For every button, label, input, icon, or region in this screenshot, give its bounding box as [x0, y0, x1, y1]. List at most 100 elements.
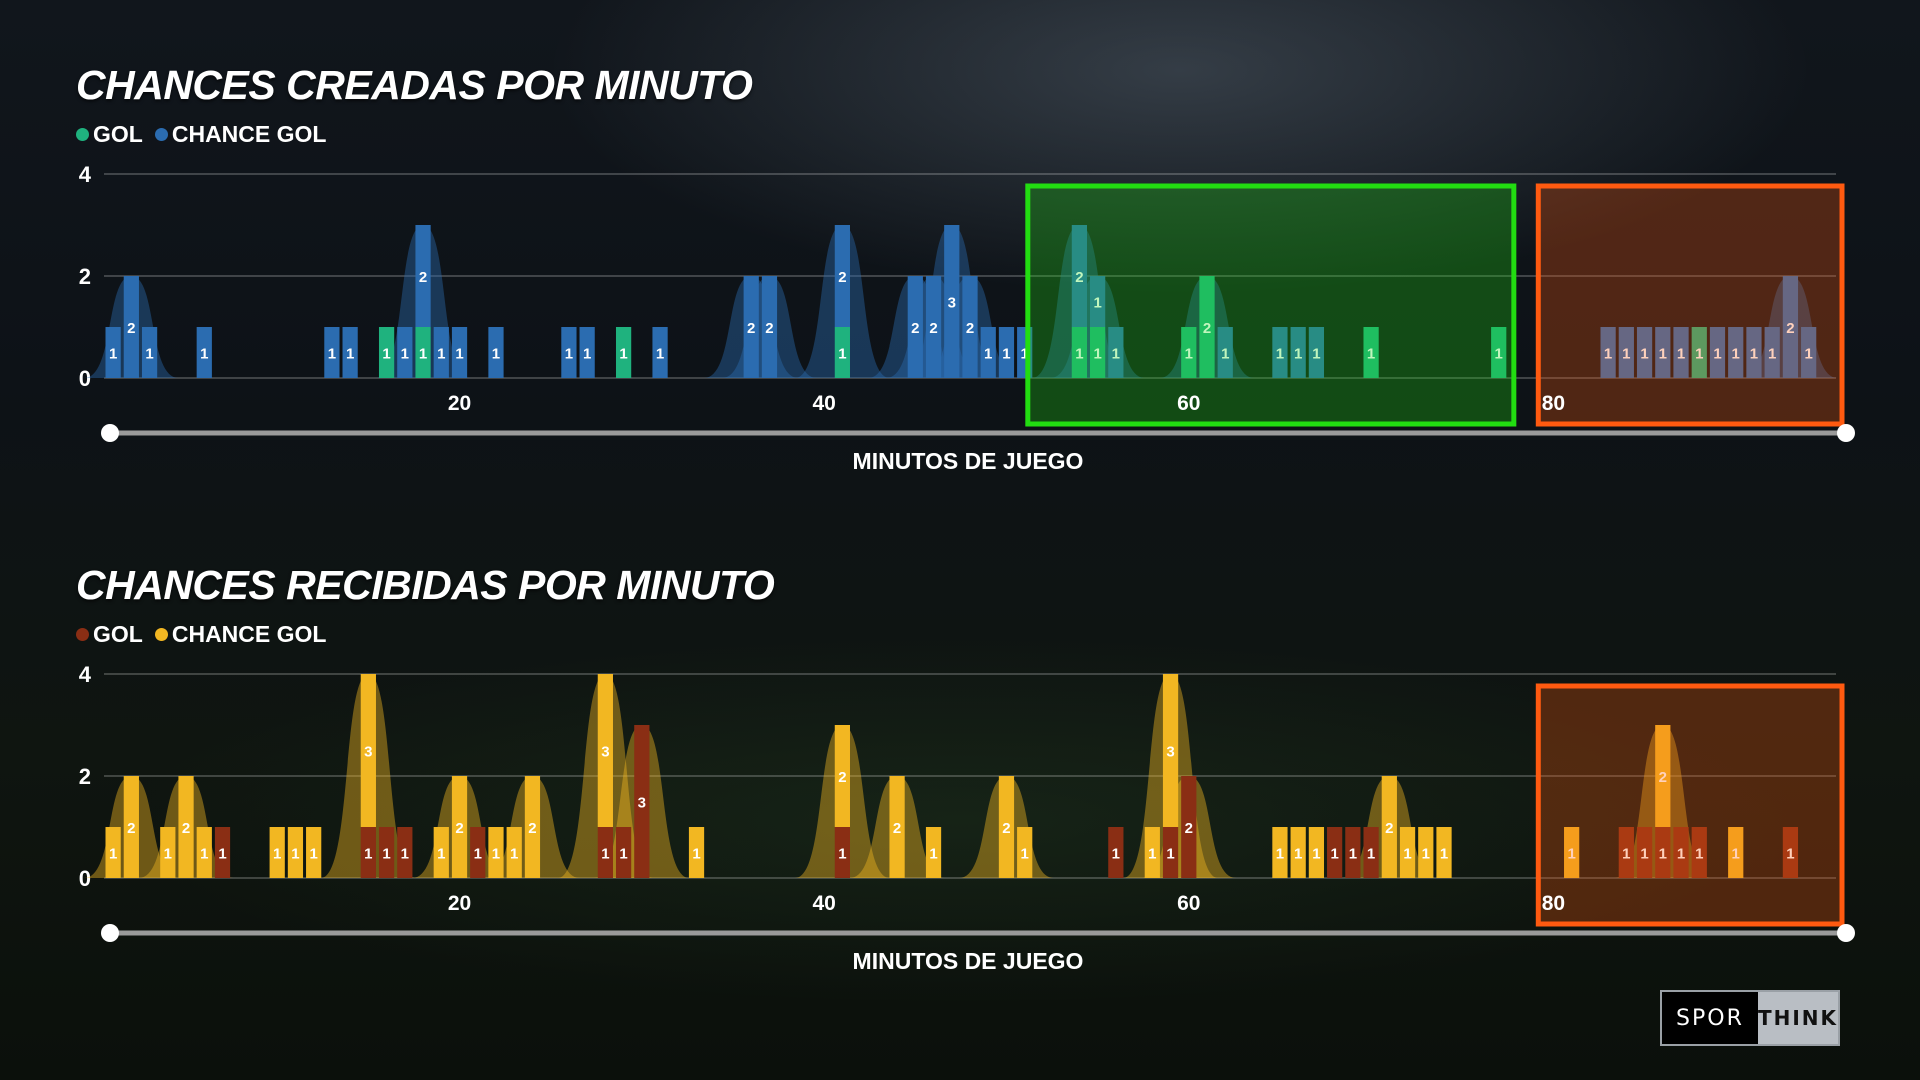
- bar-chance-gol: [1108, 327, 1124, 378]
- legend-label-chance-gol: CHANCE GOL: [171, 121, 327, 147]
- legend-item-gol[interactable]: GOL: [76, 121, 143, 148]
- range-slider-handle-start[interactable]: [101, 924, 119, 942]
- data-label: 1: [1659, 346, 1667, 363]
- data-label: 1: [1349, 846, 1357, 863]
- data-label: 1: [1659, 846, 1667, 863]
- bar-chance-gol: [397, 327, 413, 378]
- bar-gol: [1691, 327, 1707, 378]
- bar-chance-gol: [998, 776, 1015, 878]
- data-label: 1: [1622, 846, 1630, 863]
- y-tick-label: 4: [79, 162, 92, 187]
- bar-chance-gol: [1017, 827, 1033, 878]
- bar-chance-gol: [925, 827, 942, 878]
- bar-gol: [615, 827, 632, 878]
- data-label: 1: [1750, 346, 1758, 363]
- data-label: 1: [492, 846, 500, 863]
- data-label: 1: [984, 346, 992, 363]
- bar-chance-gol: [834, 225, 850, 327]
- bar-chance-gol: [306, 827, 322, 878]
- bar-gol: [834, 327, 850, 378]
- range-slider-handle-end[interactable]: [1837, 924, 1855, 942]
- y-tick-label: 0: [79, 366, 91, 391]
- bar-chance-gol: [962, 276, 978, 378]
- legend-item-chance-gol[interactable]: CHANCE GOL: [154, 121, 327, 148]
- data-label: 1: [1367, 846, 1375, 863]
- data-label: 1: [1276, 346, 1284, 363]
- data-label: 1: [1622, 346, 1630, 363]
- bar-chance-gol: [196, 327, 212, 378]
- data-label: 1: [437, 346, 445, 363]
- bar-chance-gol: [1746, 327, 1762, 378]
- data-label: 1: [1804, 346, 1812, 363]
- x-tick-label: 60: [1177, 392, 1200, 415]
- highlight-box: [1535, 683, 1845, 927]
- chart-2-x-axis-label: MINUTOS DE JUEGO: [852, 948, 1084, 974]
- highlight-box: [1535, 183, 1845, 427]
- data-label: 1: [401, 346, 409, 363]
- data-label: 1: [109, 846, 117, 863]
- range-slider-handle-start[interactable]: [101, 424, 119, 442]
- data-label: 1: [437, 846, 445, 863]
- data-label: 1: [109, 346, 117, 363]
- bar-chance-gol: [1290, 827, 1306, 878]
- data-label: 2: [1659, 769, 1667, 786]
- data-label: 1: [401, 846, 409, 863]
- bar-chance-gol: [360, 674, 376, 827]
- bar-gol: [214, 827, 231, 878]
- data-label: 2: [528, 820, 536, 837]
- bar-chance-gol: [1272, 827, 1288, 878]
- bar-chance-gol: [433, 327, 449, 378]
- data-label: 1: [309, 846, 317, 863]
- legend-item-gol[interactable]: GOL: [76, 621, 143, 648]
- bar-chance-gol: [688, 827, 705, 878]
- chart-1-x-axis-label: MINUTOS DE JUEGO: [852, 448, 1084, 474]
- bar-chance-gol: [1308, 827, 1325, 878]
- bar-gol: [834, 827, 850, 878]
- bar-chance-gol: [1308, 327, 1325, 378]
- bar-chance-gol: [1217, 327, 1233, 378]
- data-label: 1: [510, 846, 518, 863]
- bar-chance-gol: [105, 327, 121, 378]
- data-label: 2: [1075, 269, 1083, 286]
- bar-gol: [1181, 327, 1197, 378]
- bar-chance-gol: [488, 327, 504, 378]
- data-label: 1: [1021, 346, 1029, 363]
- bar-gol: [1199, 276, 1215, 378]
- bar-chance-gol: [834, 725, 850, 827]
- x-tick-label: 20: [448, 392, 471, 415]
- data-label: 1: [1677, 346, 1685, 363]
- bar-gol: [1782, 827, 1799, 878]
- x-tick-label: 20: [448, 892, 471, 915]
- bar-gol: [470, 827, 486, 878]
- data-label: 3: [638, 795, 646, 812]
- bar-chance-gol: [269, 827, 285, 878]
- bar-chance-gol: [1728, 327, 1744, 378]
- chart-2-legend: GOL CHANCE GOL: [76, 621, 326, 648]
- logo-text-left: SPOR: [1662, 992, 1758, 1044]
- bar-gol: [1071, 327, 1088, 378]
- legend-item-chance-gol[interactable]: CHANCE GOL: [154, 621, 326, 648]
- range-slider-handle-end[interactable]: [1837, 424, 1855, 442]
- data-label: 2: [127, 820, 135, 837]
- data-label: 2: [419, 269, 427, 286]
- bar-chance-gol: [1709, 327, 1726, 378]
- legend-swatch-chance-gol: [154, 628, 168, 641]
- bar-chance-gol: [652, 327, 668, 378]
- highlight-box: [1025, 183, 1517, 427]
- x-tick-label: 80: [1542, 892, 1565, 915]
- data-label: 1: [1294, 846, 1302, 863]
- bar-chance-gol: [980, 327, 996, 378]
- legend-label-gol: GOL: [93, 621, 143, 647]
- data-label: 1: [273, 846, 281, 863]
- data-label: 1: [200, 846, 208, 863]
- bar-chance-gol: [761, 276, 778, 378]
- bar-chance-gol: [1618, 327, 1634, 378]
- data-label: 1: [1148, 846, 1156, 863]
- bar-chance-gol: [524, 776, 541, 878]
- legend-label-gol: GOL: [93, 121, 143, 147]
- data-label: 1: [1166, 846, 1174, 863]
- data-label: 2: [838, 769, 846, 786]
- bar-chance-gol: [1564, 827, 1580, 878]
- data-label: 2: [893, 820, 901, 837]
- data-label: 3: [364, 744, 372, 761]
